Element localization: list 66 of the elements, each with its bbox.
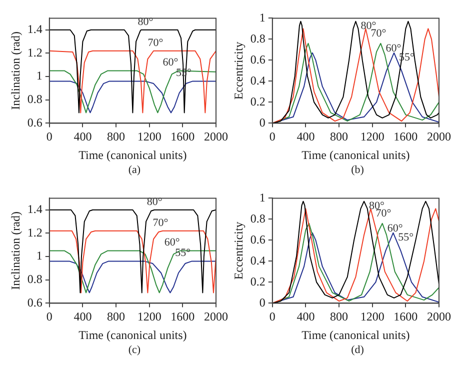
text: (d) (350, 344, 365, 356)
x-tick-label: 400 (296, 130, 315, 144)
text: (b) (350, 164, 365, 176)
y-tick-label: 1.4 (27, 202, 42, 216)
x-tick-label: 400 (74, 310, 92, 324)
x-tick-label: 800 (330, 310, 348, 324)
y-tick-label: 0.8 (27, 272, 42, 286)
y-axis-title: Inclination (rad) (8, 212, 22, 290)
y-tick-label: 0.8 (250, 31, 266, 46)
y-axis-title: Inclination (rad) (8, 32, 22, 110)
x-tick-label: 800 (330, 130, 348, 144)
series-label: 60° (164, 236, 180, 249)
x-tick-label: 2000 (204, 130, 228, 144)
x-axis-title: Time (canonical units) (302, 328, 410, 342)
series-label: 60° (386, 42, 402, 54)
x-tick-label: 2000 (427, 130, 451, 144)
x-tick-label: 0 (269, 130, 276, 144)
y-tick-label: 1.2 (27, 225, 42, 240)
y-tick-label: 1 (36, 68, 42, 83)
y-tick-label: 0.6 (250, 52, 266, 66)
y-axis-title: Eccentricity (231, 222, 246, 280)
x-tick-label: 800 (107, 130, 126, 144)
y-tick-label: 0.2 (250, 274, 266, 288)
y-tick-label: 0.6 (27, 295, 42, 310)
x-tick-label: 1600 (170, 130, 195, 144)
x-axis-title: Time (canonical units) (302, 148, 410, 162)
y-tick-label: 0.6 (250, 232, 266, 246)
y-tick-label: 0 (259, 295, 266, 310)
x-tick-label: 400 (296, 310, 315, 324)
x-tick-label: 0 (46, 310, 52, 324)
x-tick-label: 1200 (360, 130, 384, 144)
y-tick-label: 1.4 (27, 22, 42, 36)
x-tick-label: 2000 (204, 310, 228, 324)
text: (c) (127, 344, 142, 356)
y-tick-label: 1 (36, 248, 42, 263)
y-tick-label: 0 (259, 115, 266, 130)
series-label: 70° (148, 36, 164, 49)
x-tick-label: 400 (74, 130, 92, 144)
x-tick-label: 1200 (137, 310, 162, 324)
y-tick-label: 0.6 (27, 115, 42, 130)
x-tick-label: 1600 (394, 130, 418, 144)
y-tick-label: 1.2 (27, 45, 42, 60)
y-tick-label: 0.8 (250, 211, 266, 226)
series-label: 70° (152, 216, 168, 229)
series-label: 60° (162, 56, 178, 69)
x-tick-label: 1200 (137, 130, 162, 144)
y-axis-title: Eccentricity (231, 42, 246, 100)
x-tick-label: 1200 (360, 310, 384, 324)
x-tick-label: 1600 (394, 310, 418, 324)
series-label: 60° (387, 222, 403, 234)
x-tick-label: 0 (269, 310, 276, 324)
text: (a) (127, 164, 142, 176)
y-tick-label: 1 (259, 10, 266, 24)
series-label: 70° (370, 28, 386, 40)
x-tick-label: 800 (107, 310, 126, 324)
y-tick-label: 0.4 (250, 253, 266, 268)
x-tick-label: 1600 (170, 310, 195, 324)
y-tick-label: 0.2 (250, 94, 266, 108)
x-axis-title: Time (canonical units) (78, 148, 187, 162)
x-tick-label: 0 (46, 130, 52, 144)
y-tick-label: 0.8 (27, 92, 42, 106)
x-tick-label: 2000 (427, 310, 451, 324)
y-tick-label: 1 (259, 190, 266, 204)
x-axis-title: Time (canonical units) (78, 328, 187, 342)
series-label: 55° (398, 232, 414, 244)
y-tick-label: 0.4 (250, 73, 266, 88)
